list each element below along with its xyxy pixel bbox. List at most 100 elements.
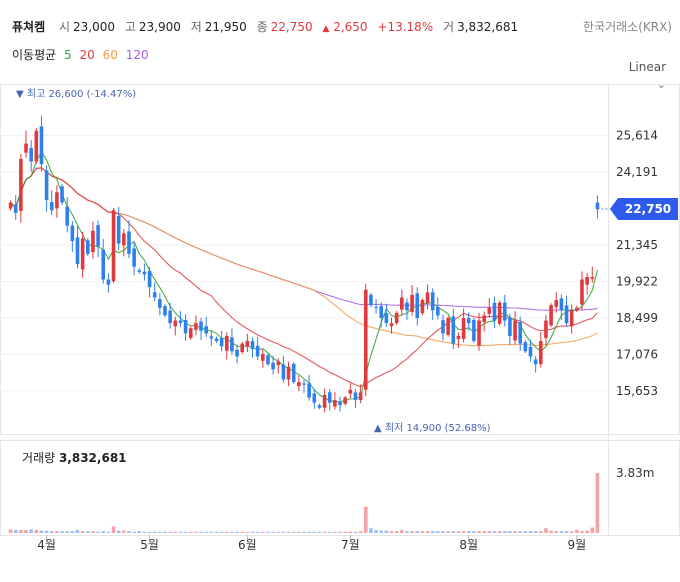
volume-bar [559,531,564,533]
y-tick-label: 24,191 [616,165,658,179]
change-value: 2,650 [333,20,368,34]
x-tick-label: 7월 [341,538,360,552]
volume-bar [497,531,502,533]
volume-bar [477,531,481,533]
volume-bar [116,530,121,533]
volume-bar [80,531,85,533]
volume-bar [456,531,461,533]
candle-body [142,271,147,275]
volume-bar [569,531,574,533]
candle-body [477,320,481,346]
last-price-label: 22,750 [625,202,671,216]
candle-body [590,276,595,279]
candle-body [369,294,373,306]
volume-bar [39,530,44,533]
candle-body [363,289,368,390]
volume-bar [451,531,456,533]
candle-body [194,323,198,330]
volume-bar [333,531,337,533]
candle-body [513,320,517,341]
y-tick-label: 19,922 [616,275,658,289]
candle-body [163,306,167,316]
volume-bar [199,531,203,533]
candle-body [152,292,157,298]
high-value: 23,900 [138,20,181,34]
change-percent: +13.18% [377,20,434,34]
candle-body [569,310,574,327]
candle-body [425,292,430,304]
moving-average-legend[interactable]: 이동평균 5 20 60 120 [12,46,153,63]
volume-bar [585,530,589,533]
candle-body [333,400,337,407]
y-tick-label: 18,499 [616,311,658,325]
candle-body [122,233,126,246]
volume-bar [266,531,270,533]
volume-bar [24,530,28,533]
candle-body [502,302,507,321]
ma-label: 이동평균 [12,48,57,62]
candle-body [8,202,13,209]
stock-name: 퓨쳐켐 [12,20,46,34]
candle-body [209,336,214,339]
volume-bar [271,531,275,533]
candle-body [44,170,49,201]
volume-bar [446,531,450,533]
volume-bar [400,530,404,533]
volume-bar [307,531,311,533]
candle-body [60,186,64,203]
candle-body [518,322,523,344]
volume-bar [358,531,363,533]
volume-value: 3,832,681 [457,20,519,34]
candle-body [415,293,420,318]
volume-bar [384,530,389,533]
candle-body [379,306,384,318]
volume-bar [34,530,39,533]
candle-body [343,397,347,404]
volume-bar [85,531,90,533]
candle-body [508,317,512,336]
volume-bar [302,531,306,533]
volume-bar [255,531,260,533]
volume-bar [441,531,445,533]
volume-bar [152,531,157,533]
candle-body [544,320,548,339]
volume-bar [106,531,111,533]
candle-body [80,238,85,270]
candle-body [297,382,301,387]
candle-body [214,338,219,342]
candle-body [528,346,533,357]
volume-bar [466,531,471,533]
x-tick-label: 8월 [459,538,478,552]
candle-body [394,312,399,324]
volume-bar [482,531,486,533]
scale-selector[interactable]: Linear [628,60,666,74]
volume-bar [564,531,569,533]
candle-body [580,279,584,305]
candle-body [327,392,332,403]
candle-body [111,210,116,282]
candle-body [466,317,471,324]
volume-bar [595,473,600,533]
volume-bar [183,531,188,533]
volume-bar [343,531,347,533]
volume-bar [363,506,368,533]
volume-bar [472,531,476,533]
volume-bar [461,531,466,533]
volume-bar [415,531,420,533]
candle-body [420,300,425,314]
volume-panel-value: 3,832,681 [58,451,127,465]
x-tick-label: 4월 [37,538,56,552]
volume-axis-max: 3.83m [616,466,654,480]
volume-bar [49,531,54,533]
candle-body [188,328,193,338]
volume-bar [513,531,517,533]
candle-body [271,362,275,370]
last-price-tag [610,197,678,220]
candle-body [405,302,409,311]
candle-body [158,299,162,308]
candle-body [317,405,322,408]
candle-body [204,326,208,334]
volume-bar [209,531,214,533]
volume-bar [96,531,100,533]
